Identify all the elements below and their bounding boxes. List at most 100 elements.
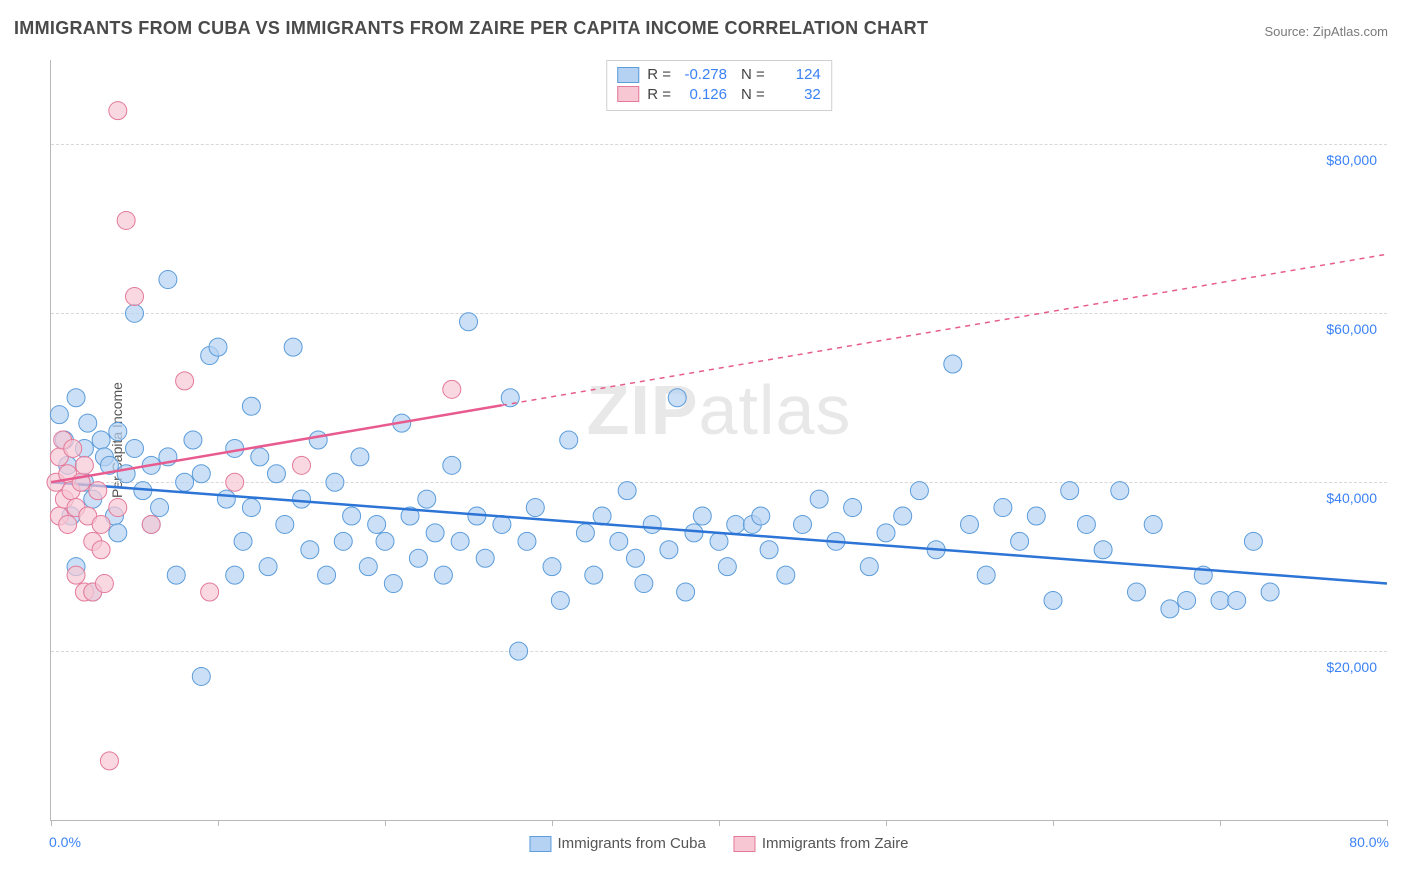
scatter-point-cuba (518, 532, 536, 550)
scatter-point-zaire (142, 515, 160, 533)
scatter-point-cuba (226, 566, 244, 584)
scatter-point-cuba (1027, 507, 1045, 525)
stats-n-label: N = (741, 65, 765, 85)
stats-row: R =0.126N =32 (617, 85, 821, 105)
scatter-point-cuba (635, 575, 653, 593)
scatter-point-cuba (267, 465, 285, 483)
scatter-point-zaire (109, 102, 127, 120)
scatter-point-cuba (276, 515, 294, 533)
scatter-point-cuba (1161, 600, 1179, 618)
x-tick (1220, 820, 1221, 826)
x-tick (1053, 820, 1054, 826)
scatter-point-cuba (67, 389, 85, 407)
scatter-point-cuba (343, 507, 361, 525)
scatter-point-cuba (1178, 591, 1196, 609)
scatter-point-cuba (50, 406, 68, 424)
scatter-point-cuba (1261, 583, 1279, 601)
x-tick (218, 820, 219, 826)
scatter-point-cuba (167, 566, 185, 584)
scatter-point-cuba (126, 304, 144, 322)
stats-swatch (617, 67, 639, 83)
scatter-point-cuba (526, 499, 544, 517)
scatter-point-cuba (451, 532, 469, 550)
scatter-point-cuba (618, 482, 636, 500)
scatter-point-cuba (159, 271, 177, 289)
scatter-point-cuba (368, 515, 386, 533)
scatter-point-cuba (627, 549, 645, 567)
scatter-point-zaire (443, 380, 461, 398)
scatter-point-cuba (1077, 515, 1095, 533)
scatter-point-cuba (551, 591, 569, 609)
scatter-point-cuba (794, 515, 812, 533)
scatter-point-cuba (844, 499, 862, 517)
scatter-point-cuba (242, 499, 260, 517)
scatter-point-cuba (293, 490, 311, 508)
scatter-point-cuba (994, 499, 1012, 517)
scatter-point-cuba (434, 566, 452, 584)
scatter-point-cuba (476, 549, 494, 567)
scatter-point-cuba (777, 566, 795, 584)
scatter-point-cuba (752, 507, 770, 525)
scatter-point-cuba (1244, 532, 1262, 550)
scatter-point-cuba (1094, 541, 1112, 559)
scatter-point-cuba (79, 414, 97, 432)
scatter-point-cuba (1128, 583, 1146, 601)
scatter-point-cuba (894, 507, 912, 525)
scatter-point-zaire (59, 515, 77, 533)
scatter-point-cuba (693, 507, 711, 525)
scatter-point-cuba (727, 515, 745, 533)
scatter-point-cuba (126, 439, 144, 457)
scatter-point-cuba (501, 389, 519, 407)
scatter-point-cuba (576, 524, 594, 542)
scatter-point-cuba (351, 448, 369, 466)
x-tick (51, 820, 52, 826)
scatter-point-cuba (961, 515, 979, 533)
x-min-label: 0.0% (49, 834, 81, 850)
scatter-point-cuba (359, 558, 377, 576)
scatter-point-cuba (760, 541, 778, 559)
scatter-point-zaire (293, 456, 311, 474)
scatter-point-cuba (309, 431, 327, 449)
x-tick (385, 820, 386, 826)
scatter-point-cuba (326, 473, 344, 491)
stats-swatch (617, 86, 639, 102)
scatter-point-cuba (226, 439, 244, 457)
scatter-point-cuba (192, 465, 210, 483)
scatter-point-cuba (301, 541, 319, 559)
scatter-point-cuba (217, 490, 235, 508)
scatter-point-zaire (92, 515, 110, 533)
legend-swatch (734, 836, 756, 852)
scatter-point-cuba (1061, 482, 1079, 500)
scatter-point-cuba (585, 566, 603, 584)
scatter-point-cuba (660, 541, 678, 559)
legend-item: Immigrants from Cuba (529, 835, 705, 852)
scatter-point-cuba (1228, 591, 1246, 609)
plot-svg (51, 60, 1387, 820)
scatter-point-cuba (184, 431, 202, 449)
scatter-point-cuba (334, 532, 352, 550)
scatter-point-zaire (226, 473, 244, 491)
plot-area: Per Capita Income $20,000$40,000$60,000$… (50, 60, 1387, 821)
scatter-point-cuba (151, 499, 169, 517)
scatter-point-cuba (944, 355, 962, 373)
scatter-point-cuba (710, 532, 728, 550)
scatter-point-zaire (89, 482, 107, 500)
scatter-point-cuba (176, 473, 194, 491)
scatter-point-cuba (910, 482, 928, 500)
stats-r-label: R = (647, 85, 671, 105)
legend: Immigrants from CubaImmigrants from Zair… (529, 835, 908, 852)
x-tick (719, 820, 720, 826)
scatter-point-zaire (117, 211, 135, 229)
stats-n-label: N = (741, 85, 765, 105)
scatter-point-cuba (560, 431, 578, 449)
scatter-point-cuba (251, 448, 269, 466)
scatter-point-zaire (92, 541, 110, 559)
trend-line-dashed-zaire (502, 254, 1387, 405)
scatter-point-cuba (409, 549, 427, 567)
scatter-point-zaire (176, 372, 194, 390)
scatter-point-cuba (610, 532, 628, 550)
scatter-point-cuba (209, 338, 227, 356)
scatter-point-zaire (75, 456, 93, 474)
legend-label: Immigrants from Cuba (557, 835, 705, 852)
scatter-point-cuba (426, 524, 444, 542)
